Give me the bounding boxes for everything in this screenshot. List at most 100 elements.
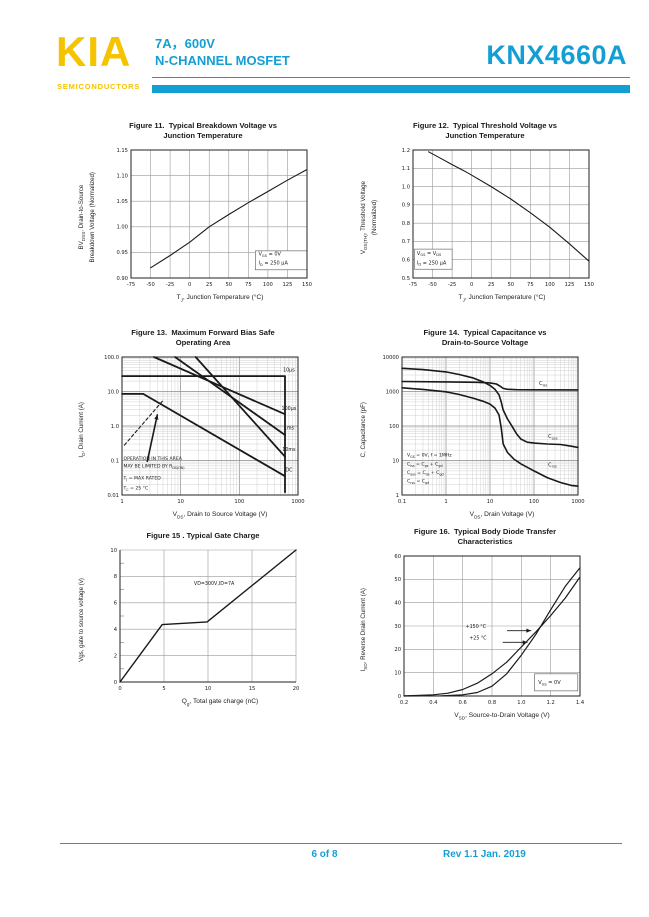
- logo-subtext: SEMICONDUCTORS: [57, 82, 141, 91]
- svg-text:1: 1: [120, 499, 123, 505]
- svg-text:10.0: 10.0: [108, 389, 120, 395]
- svg-text:150: 150: [584, 282, 594, 288]
- svg-text:+25 °C: +25 °C: [469, 635, 487, 641]
- svg-text:1000: 1000: [292, 499, 305, 505]
- svg-text:0.8: 0.8: [402, 221, 410, 227]
- svg-text:0.01: 0.01: [108, 493, 120, 499]
- svg-text:150: 150: [302, 282, 312, 288]
- svg-text:1: 1: [396, 493, 399, 499]
- svg-text:-75: -75: [127, 282, 135, 288]
- footer-rule: [60, 843, 622, 844]
- figure-11: Figure 11. Typical Breakdown Voltage vs J…: [77, 121, 329, 302]
- svg-text:1ms: 1ms: [284, 425, 295, 431]
- svg-text:1000: 1000: [386, 389, 399, 395]
- svg-text:Coss: Coss: [548, 434, 558, 440]
- figure-13-chart: 10μs 100μs 1ms 10ms DC OPERATION IN THIS AREA…: [104, 355, 305, 505]
- svg-text:0: 0: [470, 282, 473, 288]
- series-limit-dc: [121, 392, 287, 477]
- series-limit-10ms: [194, 355, 287, 458]
- svg-text:1.00: 1.00: [117, 224, 129, 230]
- series-bvdss-normalized: [150, 168, 308, 269]
- svg-text:50: 50: [395, 577, 402, 583]
- svg-text:25: 25: [206, 282, 213, 288]
- figure-15-ylabel: Vgs, gate to source voltage (v): [78, 577, 85, 662]
- svg-text:10: 10: [393, 458, 400, 464]
- svg-text:1.0: 1.0: [111, 424, 119, 430]
- svg-text:125: 125: [565, 282, 575, 288]
- figure-13-xlabel: VDS, Drain to Source Voltage (V): [172, 510, 268, 520]
- figure-15-title: Figure 15 . Typical Gate Charge: [146, 531, 260, 540]
- svg-text:OPERATION IN THIS AREA: OPERATION IN THIS AREA: [124, 455, 183, 461]
- svg-text:100.0: 100.0: [104, 355, 119, 361]
- svg-text:6: 6: [114, 600, 117, 606]
- header-rule-thin: [152, 77, 630, 78]
- figure-14-xlabel: VDS, Drain Voltage (V): [469, 510, 535, 520]
- svg-text:10: 10: [395, 670, 402, 676]
- svg-text:0.6: 0.6: [459, 700, 467, 706]
- svg-text:25: 25: [488, 282, 495, 288]
- svg-text:10μs: 10μs: [283, 367, 295, 373]
- figure-15-xlabel: Qg, Total gate charge (nC): [181, 697, 259, 707]
- revision-label: Rev 1.1 Jan. 2019: [443, 849, 526, 860]
- figure-16: Figure 16. Typical Body Diode Transfer Ch…: [359, 527, 611, 720]
- svg-text:0: 0: [188, 282, 191, 288]
- svg-text:0.95: 0.95: [117, 250, 129, 256]
- svg-text:20: 20: [293, 686, 300, 692]
- svg-text:0.4: 0.4: [429, 700, 438, 706]
- svg-text:0.1: 0.1: [111, 458, 119, 464]
- svg-text:VD=300V,ID=7A: VD=300V,ID=7A: [194, 581, 235, 587]
- svg-text:0: 0: [398, 694, 401, 700]
- svg-text:15: 15: [249, 686, 256, 692]
- svg-text:Crss = Cgd: Crss = Cgd: [407, 478, 429, 484]
- svg-text:1.0: 1.0: [517, 700, 525, 706]
- figure-15: Figure 15 . Typical Gate Charge Vgs, gat…: [77, 531, 329, 706]
- series-vth-normalized: [428, 150, 590, 262]
- svg-text:0.1: 0.1: [398, 499, 406, 505]
- figure-13: Figure 13. Maximum Forward Bias Safe Oper…: [77, 328, 329, 519]
- series-callout-arrow: [146, 413, 159, 462]
- svg-text:50: 50: [226, 282, 233, 288]
- figure-14-chart: Ciss Coss Crss VGS = 0V, f = 1MHz Ciss = Cgs…: [383, 355, 585, 505]
- svg-text:10: 10: [487, 499, 494, 505]
- series-curve-25c: [403, 566, 581, 697]
- kia-logo: KIA: [56, 28, 132, 75]
- svg-text:0: 0: [119, 686, 122, 692]
- figure-11-title: Figure 11. Typical Breakdown Voltage vs J…: [129, 121, 277, 140]
- svg-text:VGS = 0V: VGS = 0V: [259, 251, 282, 257]
- svg-text:50: 50: [508, 282, 515, 288]
- svg-text:1.2: 1.2: [547, 700, 555, 706]
- svg-text:100: 100: [389, 424, 399, 430]
- svg-text:TC = 25 °C: TC = 25 °C: [123, 485, 149, 491]
- svg-text:Ciss = Cgs + Cgd: Ciss = Cgs + Cgd: [407, 461, 443, 467]
- svg-text:2: 2: [114, 653, 117, 659]
- svg-text:1.2: 1.2: [402, 148, 410, 154]
- svg-text:0.8: 0.8: [488, 700, 496, 706]
- page-number: 6 of 8: [311, 849, 338, 860]
- svg-text:1.05: 1.05: [117, 199, 129, 205]
- svg-text:-50: -50: [429, 282, 437, 288]
- figure-14: Figure 14. Typical Capacitance vs Drain-t…: [359, 328, 611, 519]
- svg-text:MAY BE LIMITED BY RDS(ON): MAY BE LIMITED BY RDS(ON): [124, 463, 185, 469]
- series-rdson-dashed: [123, 399, 164, 446]
- svg-text:10: 10: [205, 686, 212, 692]
- svg-text:Ciss: Ciss: [539, 381, 547, 387]
- figure-16-xlabel: VSD, Source-to-Drain Voltage (V): [454, 711, 550, 721]
- svg-text:1.4: 1.4: [576, 700, 585, 706]
- device-type: N-CHANNEL MOSFET: [155, 53, 290, 68]
- svg-text:0.7: 0.7: [402, 239, 410, 245]
- figure-16-ylabel: ISD, Reverse Drain Current (A): [360, 588, 369, 672]
- svg-text:TJ = MAX RATED: TJ = MAX RATED: [123, 475, 162, 481]
- figure-11-xlabel: TJ, Junction Temperature (°C): [176, 293, 264, 303]
- device-summary: 7A，600V N-CHANNEL MOSFET: [155, 35, 290, 69]
- svg-text:10ms: 10ms: [282, 447, 296, 453]
- svg-text:1.0: 1.0: [402, 184, 410, 190]
- series-ciss: [401, 380, 580, 391]
- svg-text:100: 100: [529, 499, 539, 505]
- figure-12-title: Figure 12. Typical Threshold Voltage vs J…: [412, 121, 558, 140]
- figure-11-ylabel: BVDSS, Drain-to-Source Breakdown Voltage …: [78, 172, 97, 263]
- svg-text:0.90: 0.90: [117, 276, 129, 282]
- svg-text:1.10: 1.10: [117, 173, 129, 179]
- svg-text:VGS = 0V: VGS = 0V: [538, 680, 561, 686]
- svg-text:1: 1: [445, 499, 448, 505]
